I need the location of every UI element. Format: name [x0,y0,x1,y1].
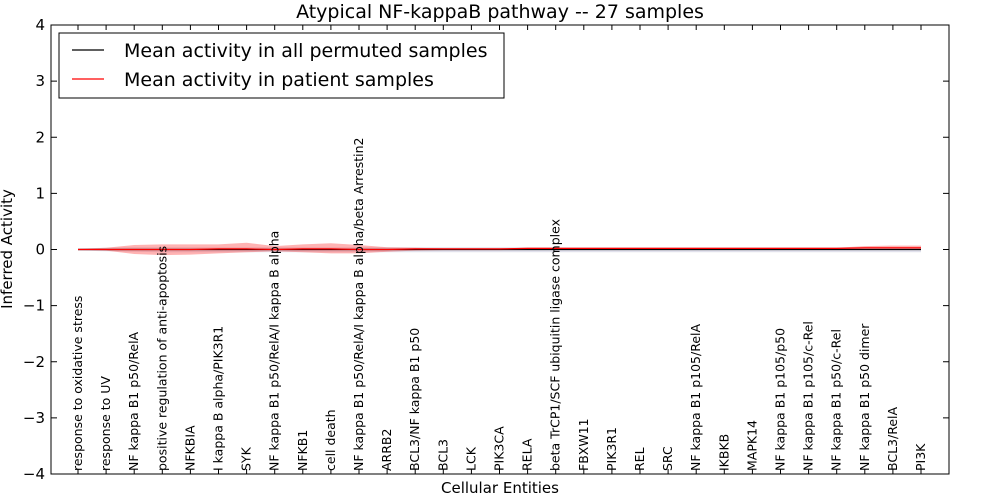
category-label: PIK3CA [492,426,507,471]
y-tick-label: 0 [35,241,45,259]
category-label: NF kappa B1 p50/RelA/I kappa B alpha/bet… [351,138,366,472]
category-label: BCL3/NF kappa B1 p50 [407,328,422,471]
series-lines [78,247,921,251]
category-label: NF kappa B1 p50 dimer [857,323,872,471]
category-label: NF kappa B1 p50/c-Rel [829,329,844,471]
category-label: RELA [520,438,535,471]
category-label: NF kappa B1 p50/RelA [126,331,141,471]
y-tick-label: −2 [23,353,45,371]
category-label: PI3K [913,443,928,471]
category-label: NF kappa B1 p105/p50 [773,328,788,471]
line-patient [78,247,921,251]
category-label: SYK [239,446,254,471]
y-tick-label: 1 [35,184,45,202]
legend-label-permuted: Mean activity in all permuted samples [124,40,487,62]
x-axis-ticks [77,25,922,474]
y-axis-ticks: −4 −3 −2 −1 0 1 2 3 4 [23,16,949,483]
category-label: IKBKB [716,434,731,471]
category-label: NF kappa B1 p50/RelA/I kappa B alpha [267,231,282,471]
plot-area: −4 −3 −2 −1 0 1 2 3 4 response to oxidative stre… [23,16,950,483]
category-label: BCL3 [435,439,450,471]
category-labels: response to oxidative stress response to … [70,138,928,472]
y-axis-label: Inferred Activity [0,189,16,309]
category-label: beta TrCP1/SCF ubiquitin ligase complex [548,219,563,471]
category-label: REL [632,447,647,471]
legend: Mean activity in all permuted samples Me… [58,32,505,99]
category-label: NF kappa B1 p105/c-Rel [801,321,816,471]
legend-box [58,32,505,99]
category-label: response to UV [98,376,113,471]
category-label: response to oxidative stress [70,296,85,471]
category-label: PIK3R1 [604,427,619,471]
category-label: MAPK14 [744,420,759,471]
y-tick-label: −1 [23,297,45,315]
category-label: ARRB2 [379,429,394,471]
category-label: positive regulation of anti-apoptosis [154,246,169,471]
y-tick-label: −3 [23,409,45,427]
category-label: NFKBIA [182,425,197,471]
chart-title: Atypical NF-kappaB pathway -- 27 samples [296,1,704,23]
y-tick-label: 3 [35,72,45,90]
category-label: cell death [323,409,338,471]
category-label: I kappa B alpha/PIK3R1 [211,326,226,471]
category-label: NF kappa B1 p105/RelA [688,324,703,471]
category-label: LCK [463,446,478,471]
legend-label-patient: Mean activity in patient samples [124,69,434,91]
x-axis-label: Cellular Entities [441,479,559,497]
y-tick-label: 2 [35,128,45,146]
category-label: BCL3/RelA [885,407,900,471]
category-label: NFKB1 [295,430,310,471]
y-tick-label: 4 [35,16,45,34]
category-label: FBXW11 [576,418,591,471]
y-tick-label: −4 [23,465,45,483]
category-label: SRC [660,446,675,471]
